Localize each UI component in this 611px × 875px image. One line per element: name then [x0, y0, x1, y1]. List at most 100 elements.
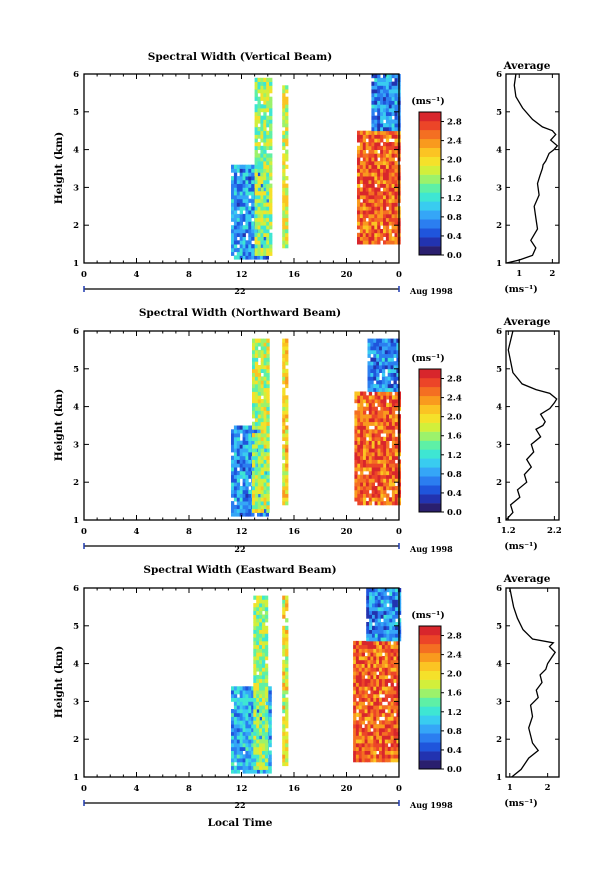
heatmap-cell	[390, 349, 394, 355]
heatmap-cell	[394, 191, 398, 196]
heatmap-cell	[368, 399, 373, 404]
heatmap-cell	[394, 406, 399, 411]
heatmap-cell	[355, 659, 360, 664]
heatmap-cell	[257, 164, 261, 169]
heatmap-cell	[369, 637, 373, 642]
heatmap-cell	[285, 709, 289, 714]
heatmap-cell	[263, 123, 267, 128]
heatmap-cell	[380, 588, 384, 593]
heatmap-cell	[394, 85, 398, 90]
heatmap-cell	[262, 712, 266, 717]
heatmap-cell	[363, 482, 367, 487]
heatmap-cell	[396, 346, 400, 351]
heatmap-cell	[379, 640, 383, 646]
heatmap-cell	[394, 92, 398, 98]
heatmap-cell	[367, 652, 371, 657]
heatmap-cell	[233, 720, 238, 725]
heatmap-cell	[391, 459, 396, 464]
heatmap-cell	[355, 682, 360, 687]
heatmap-cell	[362, 134, 367, 139]
heatmap-cell	[285, 474, 289, 479]
heatmap-cell	[392, 637, 396, 642]
heatmap-cell	[239, 758, 243, 763]
heatmap-cell	[355, 652, 360, 657]
heatmap-cell	[262, 448, 267, 453]
heatmap-cell	[253, 644, 257, 649]
heatmap-cell	[368, 421, 373, 426]
heatmap-cell	[377, 183, 381, 188]
heatmap-cell	[256, 739, 260, 744]
heatmap-cell	[357, 191, 361, 196]
heatmap-cell	[233, 727, 238, 733]
heatmap-cell	[233, 164, 238, 169]
heatmap-cell	[239, 187, 243, 192]
heatmap-cell	[266, 448, 270, 453]
heatmap-cell	[381, 644, 386, 649]
heatmap-cell	[282, 108, 286, 113]
heatmap-cell	[369, 610, 373, 615]
heatmap-cell	[391, 455, 396, 460]
heatmap-cell	[368, 130, 372, 135]
heatmap-cell	[231, 712, 235, 717]
heatmap-cell	[245, 202, 249, 207]
heatmap-cell	[391, 410, 396, 415]
heatmap-cell	[269, 195, 273, 200]
heatmap-cell	[381, 724, 386, 729]
heatmap-cell	[371, 402, 375, 407]
heatmap-cell	[394, 444, 399, 449]
heatmap-cell	[266, 376, 270, 381]
heatmap-cell	[384, 731, 389, 736]
heatmap-cell	[362, 221, 367, 226]
heatmap-cell	[353, 754, 357, 759]
heatmap-cell	[245, 486, 249, 491]
heatmap-cell	[377, 410, 381, 415]
heatmap-cell	[254, 463, 258, 468]
heatmap-cell	[391, 198, 395, 203]
heatmap-cell	[369, 633, 373, 638]
heatmap-cell	[245, 758, 249, 763]
heatmap-cell	[359, 172, 364, 177]
heatmap-cell	[394, 119, 398, 124]
heatmap-cell	[390, 663, 394, 668]
heatmap-cell	[386, 444, 390, 449]
heatmap-cell	[380, 402, 384, 407]
heatmap-cell	[285, 346, 289, 351]
heatmap-cell	[357, 489, 361, 494]
heatmap-cell	[257, 179, 261, 184]
heatmap-cell	[358, 716, 363, 721]
heatmap-cell	[355, 724, 360, 729]
heatmap-cell	[394, 436, 399, 441]
colorbar-swatch	[419, 129, 441, 140]
heatmap-cell	[254, 402, 259, 407]
heatmap-cell	[262, 769, 267, 774]
heatmap-cell	[285, 489, 289, 494]
heatmap-cell	[357, 467, 361, 472]
heatmap-cell	[262, 648, 266, 653]
heatmap-cell	[285, 115, 289, 120]
heatmap-cell	[257, 501, 262, 506]
heatmap-cell	[282, 493, 286, 498]
heatmap-cell	[364, 758, 368, 763]
heatmap-cell	[390, 682, 394, 687]
heatmap-cell	[260, 240, 264, 245]
panel-title-vertical: Spectral Width (Vertical Beam)	[148, 51, 332, 63]
heatmap-cell	[231, 240, 235, 245]
heatmap-cell	[266, 206, 270, 211]
heatmap-cell	[355, 640, 360, 646]
heatmap-cell	[389, 406, 393, 411]
heatmap-cell	[386, 637, 390, 642]
heatmap-cell	[395, 614, 399, 619]
heatmap-cell	[391, 414, 396, 419]
heatmap-cell	[383, 633, 387, 638]
heatmap-cell	[245, 444, 249, 449]
heatmap-cell	[245, 455, 249, 460]
heatmap-cell	[377, 444, 381, 449]
heatmap-cell	[374, 455, 378, 460]
heatmap-cell	[233, 482, 238, 487]
heatmap-cell	[242, 232, 246, 237]
heatmap-cell	[262, 236, 267, 241]
heatmap-cell	[263, 444, 267, 449]
heatmap-cell	[269, 77, 273, 82]
heatmap-cell	[387, 693, 391, 698]
colorbar-tick-label: 2.8	[447, 375, 462, 385]
